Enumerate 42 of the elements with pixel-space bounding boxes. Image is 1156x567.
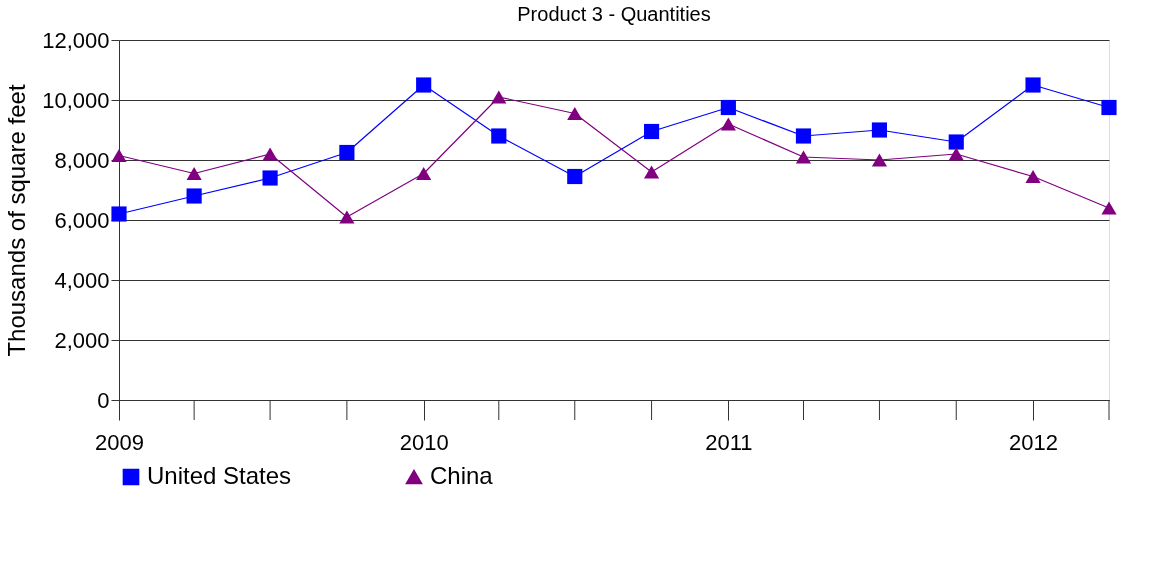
point: [795, 128, 812, 144]
legend-label: United States: [147, 462, 292, 489]
legend-label: China: [430, 462, 494, 489]
chart-title: Product 3 - Quantities: [517, 3, 711, 25]
y-tick-label: 6,000: [54, 207, 110, 233]
point: [186, 166, 202, 181]
point: [491, 128, 507, 144]
point: [567, 106, 583, 121]
point: [416, 166, 432, 181]
point: [567, 168, 583, 185]
point: [1101, 99, 1117, 116]
point: [643, 123, 660, 140]
y-tick-label: 8,000: [54, 147, 110, 173]
point: [1025, 169, 1041, 184]
point: [948, 147, 964, 161]
point: [262, 170, 278, 186]
y-tick-label: 10,000: [42, 87, 110, 113]
point: [111, 206, 127, 222]
point: [720, 99, 736, 116]
x-tick-label: 2012: [1009, 429, 1059, 455]
point: [795, 150, 812, 164]
point: [491, 90, 507, 104]
point: [643, 165, 660, 179]
y-axis-title: Thousands of square feet: [3, 84, 31, 357]
point: [262, 147, 278, 161]
y-tick-label: 2,000: [54, 327, 110, 353]
point: [720, 117, 736, 131]
point: [339, 210, 355, 224]
point: [416, 77, 432, 93]
point: [1025, 77, 1041, 93]
y-tick-label: 0: [97, 387, 110, 413]
point: [339, 144, 355, 161]
x-tick-label: 2010: [399, 429, 449, 455]
point: [186, 188, 202, 204]
x-tick-label: 2011: [705, 429, 753, 455]
y-tick-label: 12,000: [42, 27, 110, 53]
point: [871, 153, 888, 167]
x-tick-label: 2009: [95, 429, 144, 455]
point: [871, 122, 888, 138]
point: [948, 134, 964, 150]
point: [1101, 201, 1117, 215]
y-tick-label: 4,000: [54, 267, 110, 293]
